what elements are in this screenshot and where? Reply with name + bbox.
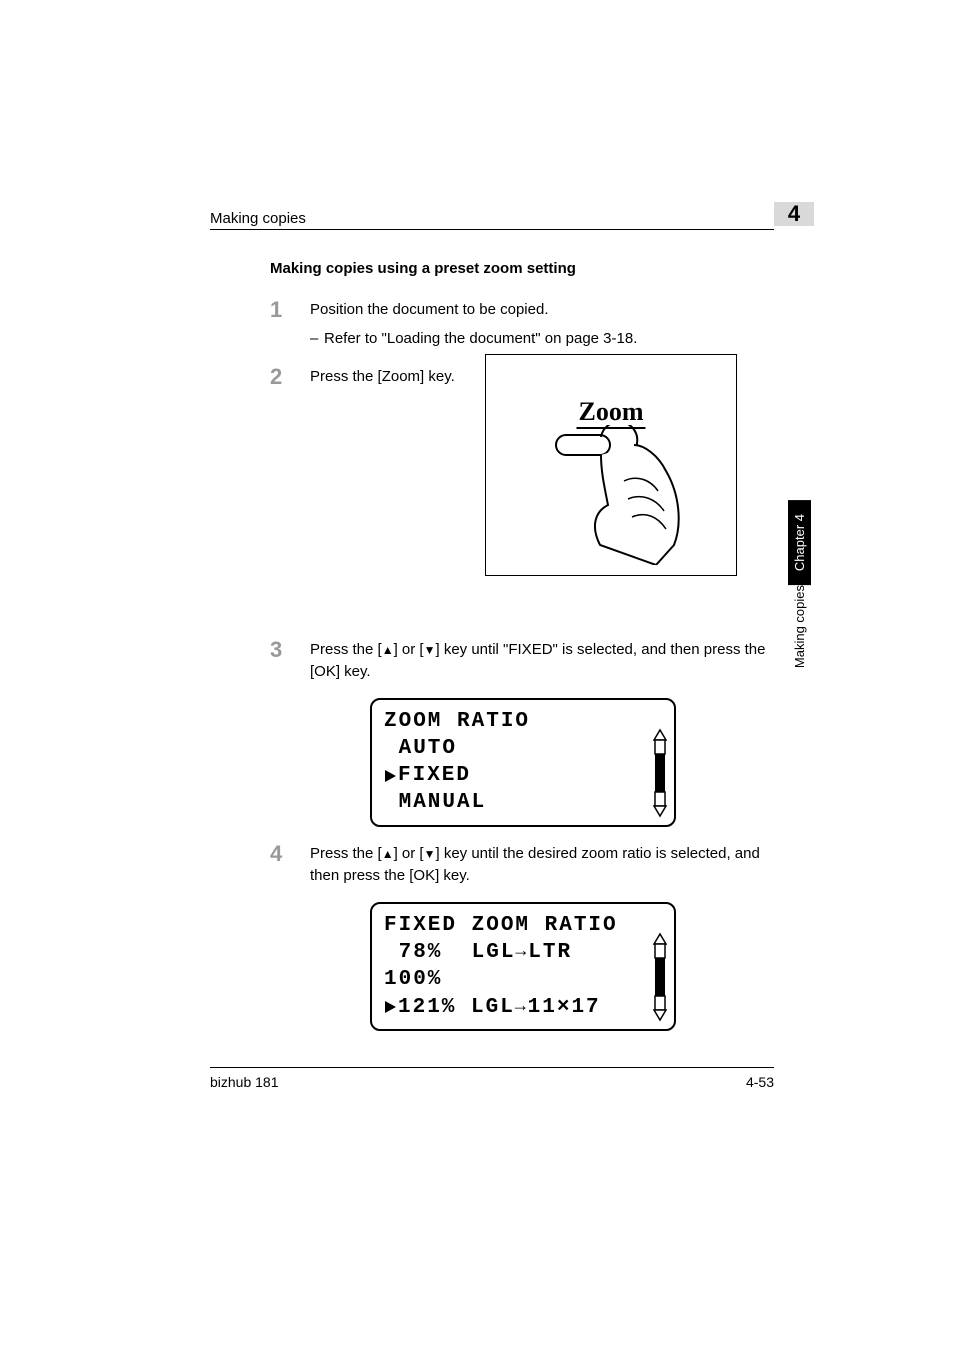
lcd2-row-100: 100%: [384, 966, 664, 993]
chapter-badge: 4: [774, 202, 814, 226]
step-1-num: 1: [270, 299, 310, 321]
footer-model: bizhub 181: [210, 1074, 279, 1090]
header-section: Making copies: [210, 210, 306, 227]
lcd1-row-fixed: FIXED: [384, 762, 664, 789]
lcd-zoom-ratio: ZOOM RATIO AUTO FIXED MANUAL: [370, 698, 676, 827]
step-3-text: Press the [▲] or [▼] key until "FIXED" i…: [310, 639, 774, 684]
pointer-icon: [384, 1000, 398, 1014]
lcd1-title: ZOOM RATIO: [384, 708, 664, 735]
lcd2-row-78: 78% LGL→LTR: [384, 939, 664, 966]
up-triangle-icon: ▲: [382, 643, 394, 657]
step-2-num: 2: [270, 366, 310, 388]
lcd-fixed-zoom: FIXED ZOOM RATIO 78% LGL→LTR 100% 121% L…: [370, 902, 676, 1031]
arrow-right-icon: →: [515, 996, 528, 1019]
scrollbar-icon: [652, 728, 668, 818]
zoom-key-figure: Zoom: [485, 354, 737, 576]
pointer-icon: [384, 769, 398, 783]
step-3-num: 3: [270, 639, 310, 661]
zoom-hand-icon: [546, 425, 686, 565]
page-header: Making copies 4: [210, 210, 774, 230]
side-label: Making copies: [788, 585, 811, 682]
lcd1-row-manual: MANUAL: [384, 789, 664, 816]
lcd1-row-auto: AUTO: [384, 735, 664, 762]
lcd2-title: FIXED ZOOM RATIO: [384, 912, 664, 939]
step-2-text: Press the [Zoom] key.: [310, 368, 455, 385]
down-triangle-icon: ▼: [424, 847, 436, 861]
step-3: 3 Press the [▲] or [▼] key until "FIXED"…: [270, 639, 774, 684]
scrollbar-icon: [652, 932, 668, 1022]
arrow-right-icon: →: [515, 941, 528, 964]
side-chapter: Chapter 4: [788, 500, 811, 585]
step-1-sub: –Refer to "Loading the document" on page…: [310, 328, 774, 351]
up-triangle-icon: ▲: [382, 847, 394, 861]
step-4-num: 4: [270, 843, 310, 865]
down-triangle-icon: ▼: [424, 643, 436, 657]
side-tab: Chapter 4 Making copies: [788, 500, 814, 682]
chapter-number: 4: [788, 203, 800, 226]
step-4: 4 Press the [▲] or [▼] key until the des…: [270, 843, 774, 888]
section-title: Making copies using a preset zoom settin…: [270, 260, 774, 277]
footer-page: 4-53: [746, 1074, 774, 1090]
lcd2-row-121: 121% LGL→11×17: [384, 994, 664, 1021]
page-footer: bizhub 181 4-53: [210, 1067, 774, 1090]
step-1-text: Position the document to be copied.: [310, 299, 774, 322]
step-4-text: Press the [▲] or [▼] key until the desir…: [310, 843, 774, 888]
step-1: 1 Position the document to be copied. –R…: [270, 299, 774, 356]
